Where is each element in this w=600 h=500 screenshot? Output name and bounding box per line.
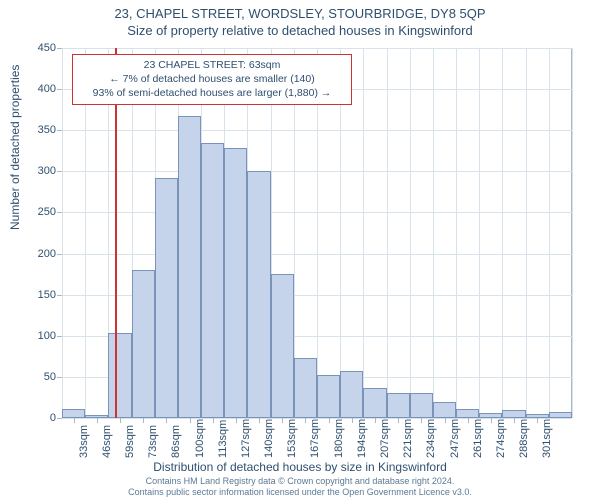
x-tick-mark <box>514 418 515 423</box>
x-tick-mark <box>236 418 237 423</box>
x-axis-title: Distribution of detached houses by size … <box>0 460 600 474</box>
y-tick-label: 450 <box>38 42 56 54</box>
y-tick-mark <box>57 418 62 419</box>
x-tick-label: 33sqm <box>78 425 90 458</box>
x-tick-mark <box>213 418 214 423</box>
footer-attribution: Contains HM Land Registry data © Crown c… <box>0 476 600 498</box>
gridline-v <box>62 48 63 418</box>
histogram-bar <box>387 393 410 418</box>
histogram-bar <box>178 116 201 418</box>
x-tick-label: 153sqm <box>286 419 298 458</box>
histogram-bar <box>456 409 479 418</box>
x-tick-mark <box>143 418 144 423</box>
histogram-bar <box>317 375 340 418</box>
histogram-bar <box>294 358 317 418</box>
x-tick-label: 207sqm <box>379 419 391 458</box>
histogram-bar <box>155 178 178 418</box>
x-tick-label: 127sqm <box>240 419 252 458</box>
x-tick-mark <box>166 418 167 423</box>
histogram-bar <box>549 412 572 418</box>
x-tick-label: 274sqm <box>495 419 507 458</box>
x-tick-label: 86sqm <box>170 425 182 458</box>
x-tick-label: 234sqm <box>425 419 437 458</box>
x-tick-label: 46sqm <box>101 425 113 458</box>
gridline-v <box>410 48 411 418</box>
x-tick-mark <box>398 418 399 423</box>
x-tick-label: 180sqm <box>333 419 345 458</box>
gridline-v <box>549 48 550 418</box>
gridline-v <box>456 48 457 418</box>
gridline-v <box>433 48 434 418</box>
histogram-bar <box>201 143 224 418</box>
x-tick-label: 73sqm <box>147 425 159 458</box>
histogram-bar <box>247 171 270 418</box>
y-tick-label: 0 <box>50 412 56 424</box>
x-tick-mark <box>445 418 446 423</box>
y-tick-label: 150 <box>38 289 56 301</box>
chart-title-main: 23, CHAPEL STREET, WORDSLEY, STOURBRIDGE… <box>0 0 600 21</box>
gridline-v <box>572 48 573 418</box>
x-tick-label: 100sqm <box>194 419 206 458</box>
histogram-bar <box>410 393 433 418</box>
x-tick-label: 113sqm <box>217 420 229 458</box>
gridline-v <box>502 48 503 418</box>
y-tick-label: 250 <box>38 206 56 218</box>
annotation-box: 23 CHAPEL STREET: 63sqm← 7% of detached … <box>72 54 352 105</box>
annotation-line: 93% of semi-detached houses are larger (… <box>79 86 345 100</box>
y-tick-label: 100 <box>38 330 56 342</box>
x-tick-mark <box>120 418 121 423</box>
gridline-v <box>363 48 364 418</box>
x-tick-label: 59sqm <box>124 425 136 458</box>
y-tick-label: 50 <box>44 371 56 383</box>
y-tick-label: 200 <box>38 248 56 260</box>
x-tick-label: 221sqm <box>402 419 414 458</box>
x-tick-mark <box>468 418 469 423</box>
x-tick-mark <box>259 418 260 423</box>
histogram-bar <box>62 409 85 418</box>
x-tick-mark <box>421 418 422 423</box>
gridline-v <box>387 48 388 418</box>
y-tick-label: 300 <box>38 165 56 177</box>
x-tick-label: 140sqm <box>263 419 275 458</box>
footer-line-1: Contains HM Land Registry data © Crown c… <box>0 476 600 487</box>
x-tick-mark <box>537 418 538 423</box>
x-tick-mark <box>74 418 75 423</box>
x-tick-mark <box>352 418 353 423</box>
x-tick-mark <box>375 418 376 423</box>
chart-title-sub: Size of property relative to detached ho… <box>0 21 600 38</box>
gridline-v <box>479 48 480 418</box>
footer-line-2: Contains public sector information licen… <box>0 487 600 498</box>
chart-container: 23, CHAPEL STREET, WORDSLEY, STOURBRIDGE… <box>0 0 600 500</box>
histogram-bar <box>502 410 525 418</box>
histogram-bar <box>108 333 131 418</box>
histogram-bar <box>433 402 456 418</box>
x-tick-mark <box>305 418 306 423</box>
y-tick-label: 350 <box>38 124 56 136</box>
x-tick-label: 301sqm <box>541 419 553 458</box>
x-tick-mark <box>97 418 98 423</box>
y-tick-label: 400 <box>38 83 56 95</box>
y-axis-title: Number of detached properties <box>8 65 22 230</box>
histogram-bar <box>340 371 363 418</box>
x-tick-mark <box>190 418 191 423</box>
annotation-line: 23 CHAPEL STREET: 63sqm <box>79 58 345 72</box>
histogram-bar <box>363 388 386 418</box>
x-tick-mark <box>329 418 330 423</box>
x-tick-label: 194sqm <box>356 419 368 458</box>
x-tick-label: 261sqm <box>472 419 484 458</box>
x-tick-label: 288sqm <box>518 419 530 458</box>
x-tick-label: 167sqm <box>309 419 321 458</box>
annotation-line: ← 7% of detached houses are smaller (140… <box>79 72 345 86</box>
histogram-bar <box>224 148 247 418</box>
x-tick-mark <box>282 418 283 423</box>
x-tick-mark <box>491 418 492 423</box>
x-tick-label: 247sqm <box>449 419 461 458</box>
gridline-v <box>526 48 527 418</box>
histogram-bar <box>271 274 294 418</box>
histogram-bar <box>132 270 155 418</box>
